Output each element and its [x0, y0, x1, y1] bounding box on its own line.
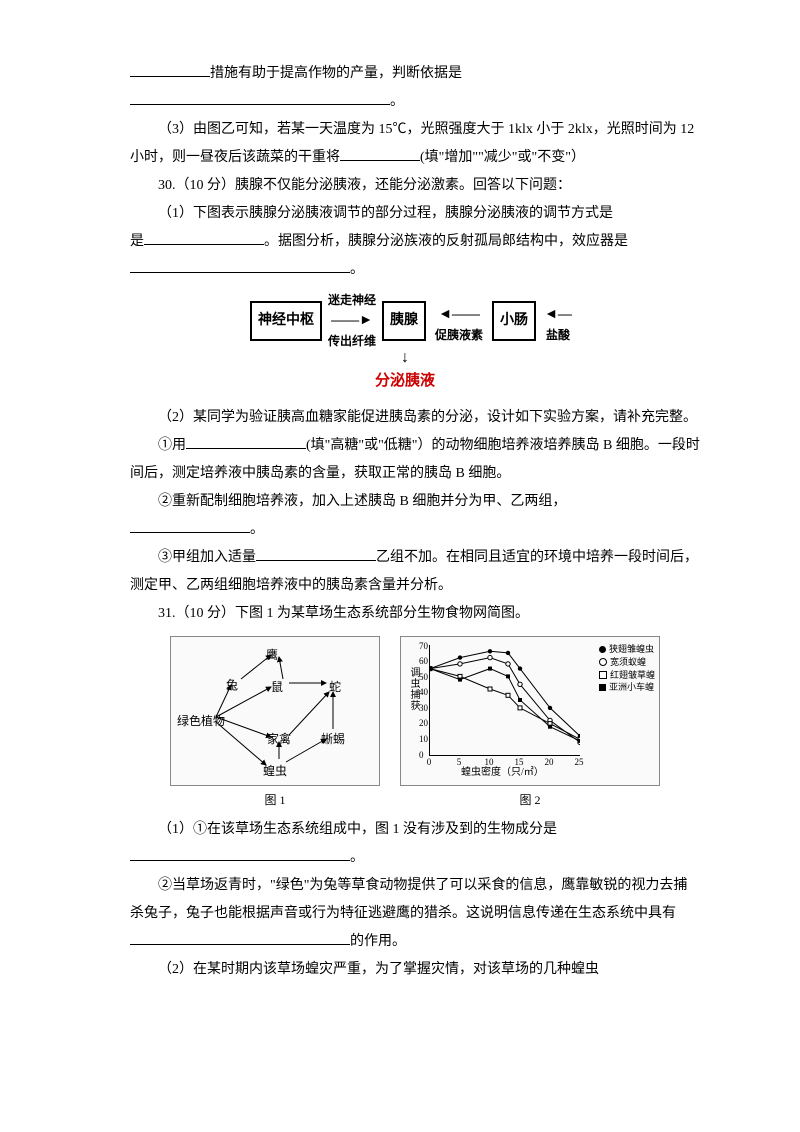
text: ①用	[158, 438, 186, 453]
text: 31.（10 分）下图 1 为某草场生态系统部分生物食物网简图。	[158, 606, 529, 621]
blank	[130, 518, 250, 533]
arrow-right-icon: ——►	[329, 307, 375, 335]
legend-item: 亚洲小车蝗	[609, 681, 654, 694]
label-secrete-juice: 分泌胰液	[375, 366, 435, 396]
q30-1-tail: 。	[130, 256, 700, 284]
legend-item: 宽须蚁蝗	[610, 656, 646, 669]
node-plant: 绿色植物	[177, 709, 225, 733]
node-huangchong: 蝗虫	[263, 759, 287, 783]
text: (填"增加""减少"或"不变"）	[420, 150, 585, 165]
label-hcl: 盐酸	[546, 329, 570, 342]
text: 。据图分析，胰腺分泌族液的反射孤局郎结构中，效应器是	[264, 234, 628, 249]
node-jiaqin: 家禽	[267, 727, 291, 751]
node-tu: 兔	[226, 673, 238, 697]
node-xiyi: 蜥蜴	[321, 727, 345, 751]
text: ③甲组加入适量	[158, 550, 256, 565]
marker-filled-circle-icon	[599, 646, 606, 653]
ytick: 70	[419, 637, 428, 655]
xtick: 20	[545, 753, 554, 771]
figure-2-chart: 调虫捕获 0 10 20 30 40 50 60 70 0 5 10 15 20	[400, 636, 660, 786]
q31-2: （2）在某时期内该草场蝗灾严重，为了掌握灾情，对该草场的几种蝗虫	[130, 956, 700, 984]
text: （2）在某时期内该草场蝗灾严重，为了掌握灾情，对该草场的几种蝗虫	[158, 962, 599, 977]
marker-open-square-icon	[599, 671, 607, 679]
xtick: 25	[575, 753, 584, 771]
q30-head: 30.（10 分）胰腺不仅能分泌胰液，还能分泌激素。回答以下问题：	[130, 172, 700, 200]
q30-2-2-tail: 。	[130, 516, 700, 544]
text: 措施有助于提高作物的产量，判断依据是	[210, 66, 462, 81]
label-vagus-1: 迷走神经	[328, 294, 376, 307]
text: ②当草场返青时，"绿色"为兔等草食动物提供了可以采食的信息，鹰靠敏锐的视力去捕杀…	[130, 878, 687, 921]
text: 。	[350, 850, 364, 865]
chart-area	[429, 645, 580, 756]
figure-1-wrapper: 鹰 兔 鼠 蛇 绿色植物 家禽 蜥蜴 蝗虫 图 1	[170, 636, 380, 812]
text: ②重新配制细胞培养液，加入上述胰岛 B 细胞并分为甲、乙两组，	[158, 494, 566, 509]
q31-1-1-tail: 。	[130, 844, 700, 872]
q31-1-2: ②当草场返青时，"绿色"为兔等草食动物提供了可以采食的信息，鹰靠敏锐的视力去捕杀…	[130, 872, 700, 956]
arrow-left-icon: ◄——	[436, 301, 482, 329]
ytick: 30	[419, 699, 428, 717]
figure-row: 鹰 兔 鼠 蛇 绿色植物 家禽 蜥蜴 蝗虫 图 1 调虫捕获 0 10 2	[130, 636, 700, 812]
blank	[130, 846, 350, 861]
q30-2-1: ①用(填"高糖"或"低糖"）的动物细胞培养液培养胰岛 B 细胞。一段时间后，测定…	[130, 432, 700, 488]
blank	[256, 546, 376, 561]
exam-page: 措施有助于提高作物的产量，判断依据是 。 （3）由图乙可知，若某一天温度为 15…	[0, 0, 800, 1044]
ytick: 50	[419, 668, 428, 686]
text: （1）①在该草场生态系统组成中，图 1 没有涉及到的生物成分是	[158, 822, 557, 837]
text: 。	[250, 522, 264, 537]
blank	[186, 434, 306, 449]
box-small-intestine: 小肠	[492, 301, 536, 341]
node-shu: 鼠	[271, 675, 283, 699]
figure-2-caption: 图 2	[400, 788, 660, 812]
q30-2: （2）某同学为验证胰高血糖家能促进胰岛素的分泌，设计如下实验方案，请补充完整。	[130, 404, 700, 432]
blank	[130, 258, 350, 273]
text: 。	[390, 94, 404, 109]
q-prev-3: （3）由图乙可知，若某一天温度为 15℃，光照强度大于 1klx 小于 2klx…	[130, 116, 700, 172]
blank	[130, 930, 350, 945]
text: 的作用。	[350, 934, 406, 949]
q30-1: （1）下图表示胰腺分泌胰液调节的部分过程，胰腺分泌胰液的调节方式是 是。据图分析…	[130, 200, 700, 256]
q31-1-1: （1）①在该草场生态系统组成中，图 1 没有涉及到的生物成分是	[130, 816, 700, 844]
text: 。	[350, 262, 364, 277]
node-she: 蛇	[329, 675, 341, 699]
ytick: 10	[419, 730, 428, 748]
chart-legend: 狭翅雏蝗虫 宽须蚁蝗 红翅皱草蝗 亚洲小车蝗	[599, 643, 655, 693]
q30-2-2: ②重新配制细胞培养液，加入上述胰岛 B 细胞并分为甲、乙两组，	[130, 488, 700, 516]
legend-item: 红翅皱草蝗	[610, 669, 655, 682]
text: （1）下图表示胰腺分泌胰液调节的部分过程，胰腺分泌胰液的调节方式是	[158, 206, 613, 221]
figure-1-foodweb: 鹰 兔 鼠 蛇 绿色植物 家禽 蜥蜴 蝗虫	[170, 636, 380, 786]
marker-open-circle-icon	[599, 658, 607, 666]
q30-2-3: ③甲组加入适量乙组不加。在相同且适宜的环境中培养一段时间后，测定甲、乙两组细胞培…	[130, 544, 700, 600]
q-prev-line2: 。	[130, 88, 700, 116]
legend-item: 狭翅雏蝗虫	[609, 643, 654, 656]
q-prev-line1: 措施有助于提高作物的产量，判断依据是	[130, 60, 700, 88]
figure-1-caption: 图 1	[170, 788, 380, 812]
chart-lines	[430, 645, 580, 755]
label-vagus-2: 传出纤维	[328, 335, 376, 348]
marker-filled-square-icon	[599, 684, 606, 691]
xtick: 0	[427, 753, 432, 771]
label-secretin: 促胰液素	[435, 329, 483, 342]
ytick: 0	[419, 746, 424, 764]
text: （2）某同学为验证胰高血糖家能促进胰岛素的分泌，设计如下实验方案，请补充完整。	[158, 410, 697, 425]
diagram-pancreas-regulation: 神经中枢 迷走神经 ——► 传出纤维 胰腺 ◄—— 促胰液素 小肠 ◄— 盐酸 …	[165, 294, 665, 396]
q31-head: 31.（10 分）下图 1 为某草场生态系统部分生物食物网简图。	[130, 600, 700, 628]
chart-xlabel: 蝗虫密度（只/㎡）	[461, 763, 544, 783]
figure-2-wrapper: 调虫捕获 0 10 20 30 40 50 60 70 0 5 10 15 20	[400, 636, 660, 812]
arrow-down-icon: ↓	[401, 350, 409, 366]
box-nerve-center: 神经中枢	[250, 301, 322, 341]
arrow-left-icon: ◄—	[542, 301, 574, 329]
blank	[130, 62, 210, 77]
blank	[130, 90, 390, 105]
box-pancreas: 胰腺	[382, 301, 426, 341]
blank	[340, 146, 420, 161]
blank	[144, 230, 264, 245]
node-ying: 鹰	[266, 643, 278, 667]
text: 30.（10 分）胰腺不仅能分泌胰液，还能分泌激素。回答以下问题：	[158, 178, 571, 193]
